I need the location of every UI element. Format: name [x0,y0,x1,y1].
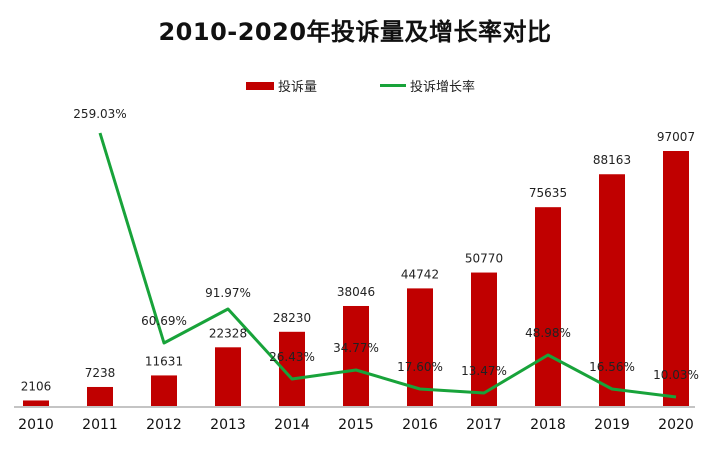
bar-value-label: 28230 [273,311,311,325]
bar-value-label: 7238 [85,366,116,380]
chart-title: 2010-2020年投诉量及增长率对比 [158,18,552,46]
x-axis-labels: 2010 2011 2012 2013 2014 2015 2016 2017 2018 2019… [18,417,694,433]
legend-bar-label: 投诉量 [278,80,318,95]
bar-value-label: 88163 [593,153,631,167]
x-tick-label: 2018 [530,417,566,433]
bar-2020 [663,151,689,406]
growth-rate-label: 17.60% [397,360,443,374]
x-tick-label: 2013 [210,417,246,433]
bar-2017 [471,272,497,406]
bar-value-label: 38046 [337,285,375,299]
bar-value-labels: 2106 7238 11631 22328 28230 38046 44742 50770 75… [21,130,695,393]
growth-rate-labels: 259.03% 60.69% 91.97% 26.43% 34.77% 17.60% 13.… [73,107,699,382]
x-tick-label: 2014 [274,417,310,433]
bar-value-label: 2106 [21,379,52,393]
growth-rate-label: 26.43% [269,350,315,364]
bar-value-label: 75635 [529,186,567,200]
growth-rate-label: 10.03% [653,368,699,382]
legend-item-line: 投诉增长率 [380,76,475,95]
x-tick-label: 2020 [658,417,694,433]
growth-rate-label: 13.47% [461,364,507,378]
legend-line-label: 投诉增长率 [410,80,476,95]
bar-value-label: 11631 [145,354,183,368]
growth-rate-label: 60.69% [141,314,187,328]
x-tick-label: 2010 [18,417,54,433]
growth-rate-label: 91.97% [205,286,251,300]
bar-2018 [535,207,561,406]
bar-2010 [23,400,49,406]
legend-item-bar: 投诉量 [246,76,317,95]
growth-rate-line [98,132,677,399]
bar-2013 [215,347,241,406]
x-tick-label: 2017 [466,417,502,433]
bar-2019 [599,174,625,406]
bar-2012 [151,375,177,406]
bar-value-label: 44742 [401,267,439,281]
x-tick-label: 2016 [402,417,438,433]
legend: 投诉量 投诉增长率 [0,76,710,96]
growth-rate-label: 48.98% [525,326,571,340]
bar-value-label: 50770 [465,252,503,266]
bar-2015 [343,305,369,406]
x-tick-label: 2011 [82,417,118,433]
x-tick-label: 2012 [146,417,182,433]
x-tick-label: 2019 [594,417,630,433]
growth-rate-label: 259.03% [73,107,126,121]
bar-value-label: 22328 [209,326,247,340]
bar-swatch-icon [246,81,274,90]
x-tick-label: 2015 [338,417,374,433]
bar-2011 [87,386,113,406]
growth-rate-label: 16.56% [589,360,635,374]
line-swatch-icon [380,84,406,87]
bar-value-label: 97007 [657,130,695,144]
growth-rate-label: 34.77% [333,341,379,355]
